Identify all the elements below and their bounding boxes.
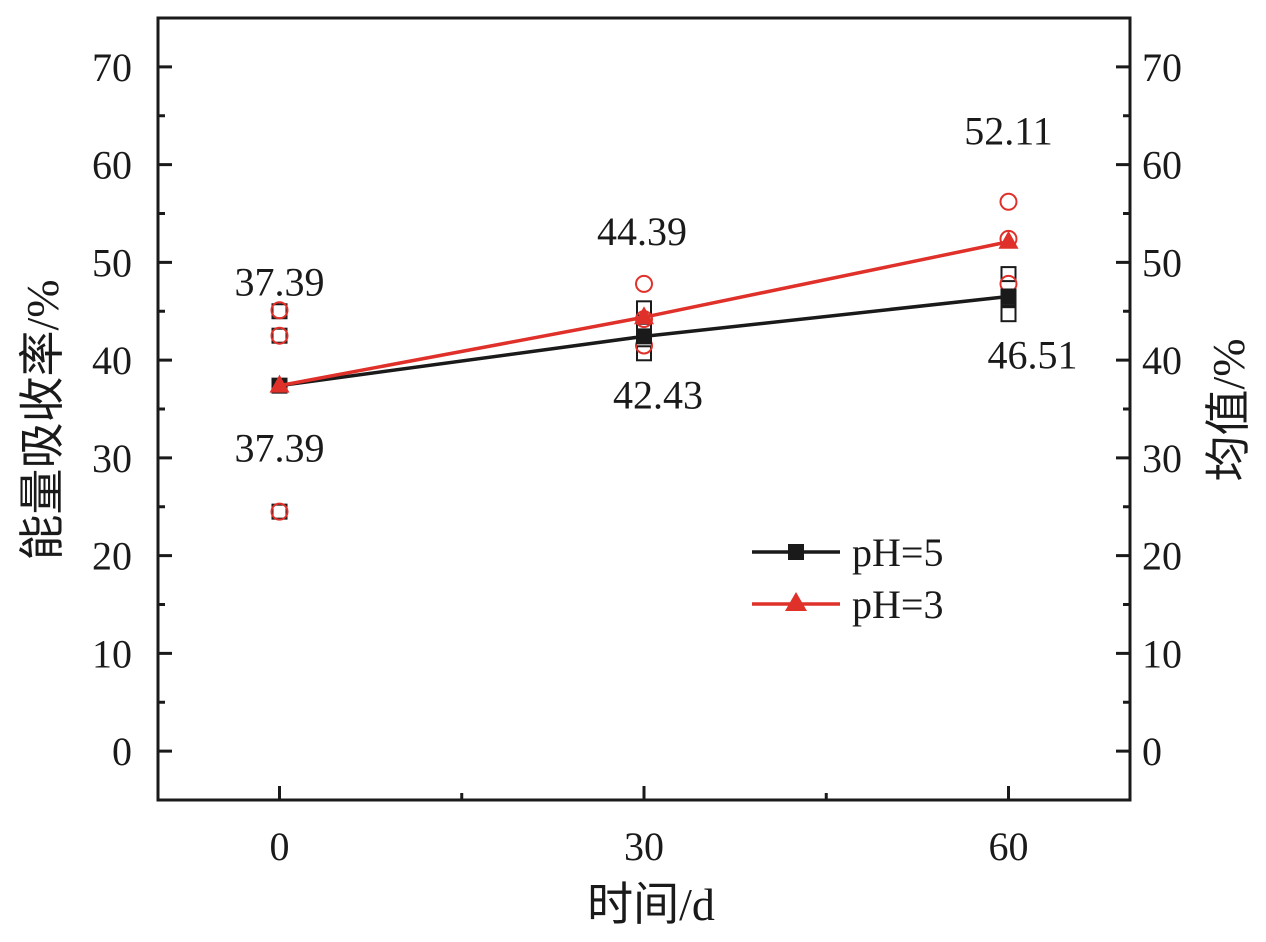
data-label: 42.43 [613, 372, 703, 417]
mean-point [269, 374, 290, 393]
legend-marker [785, 592, 807, 611]
legend-marker [788, 544, 804, 560]
y-tick-label-right: 60 [1142, 143, 1182, 188]
axis-ticks: 0 0 10 10 20 20 30 30 40 40 50 50 60 60 70 70 0 30 60 [92, 16, 1182, 869]
y-tick-label-right: 20 [1142, 534, 1182, 579]
y-axis-title-right: 均值/% [1203, 338, 1254, 481]
data-label: 44.39 [597, 209, 687, 254]
y-tick-label-left: 60 [92, 143, 132, 188]
data-label: 46.51 [988, 332, 1078, 377]
y-tick-label-left: 30 [92, 436, 132, 481]
legend: pH=5 pH=3 [752, 530, 943, 627]
mean-point [634, 306, 654, 325]
data-labels: 37.39 42.43 46.51 37.39 44.39 52.11 [235, 109, 1078, 471]
y-tick-label-left: 10 [92, 631, 132, 676]
sample-point [271, 327, 288, 344]
series-lines [269, 230, 1019, 394]
sample-point [270, 502, 289, 521]
legend-label: pH=3 [852, 582, 943, 627]
sample-point [999, 192, 1018, 211]
y-tick-label-left: 0 [112, 729, 132, 774]
y-tick-label-right: 30 [1142, 436, 1182, 481]
data-label: 52.11 [964, 109, 1053, 154]
x-tick-label: 60 [989, 824, 1029, 869]
sample-point [270, 326, 289, 345]
y-tick-label-left: 20 [92, 534, 132, 579]
sample-point [636, 345, 652, 362]
mean-point [998, 230, 1019, 249]
sample-point [635, 274, 653, 293]
y-tick-label-right: 50 [1142, 240, 1182, 285]
y-tick-label-right: 40 [1142, 338, 1182, 383]
x-tick-label: 0 [270, 824, 290, 869]
y-tick-label-left: 40 [92, 338, 132, 383]
y-tick-label-right: 10 [1142, 631, 1182, 676]
y-tick-label-right: 0 [1142, 729, 1162, 774]
sample-point [271, 503, 288, 520]
y-tick-label-left: 50 [92, 240, 132, 285]
x-tick-label: 30 [624, 824, 664, 869]
x-axis-title: 时间/d [587, 879, 715, 930]
y-axis-title-left: 能量吸收率/% [17, 279, 68, 560]
legend-label: pH=5 [852, 530, 943, 575]
sample-point [1000, 266, 1017, 283]
mean-point [636, 328, 652, 345]
sample-point [270, 301, 289, 320]
data-label: 37.39 [235, 426, 325, 471]
data-label: 37.39 [235, 260, 325, 305]
y-tick-label-left: 70 [92, 45, 132, 90]
mean-point [1000, 288, 1017, 305]
sample-point [1000, 306, 1017, 323]
y-tick-label-right: 70 [1142, 45, 1182, 90]
